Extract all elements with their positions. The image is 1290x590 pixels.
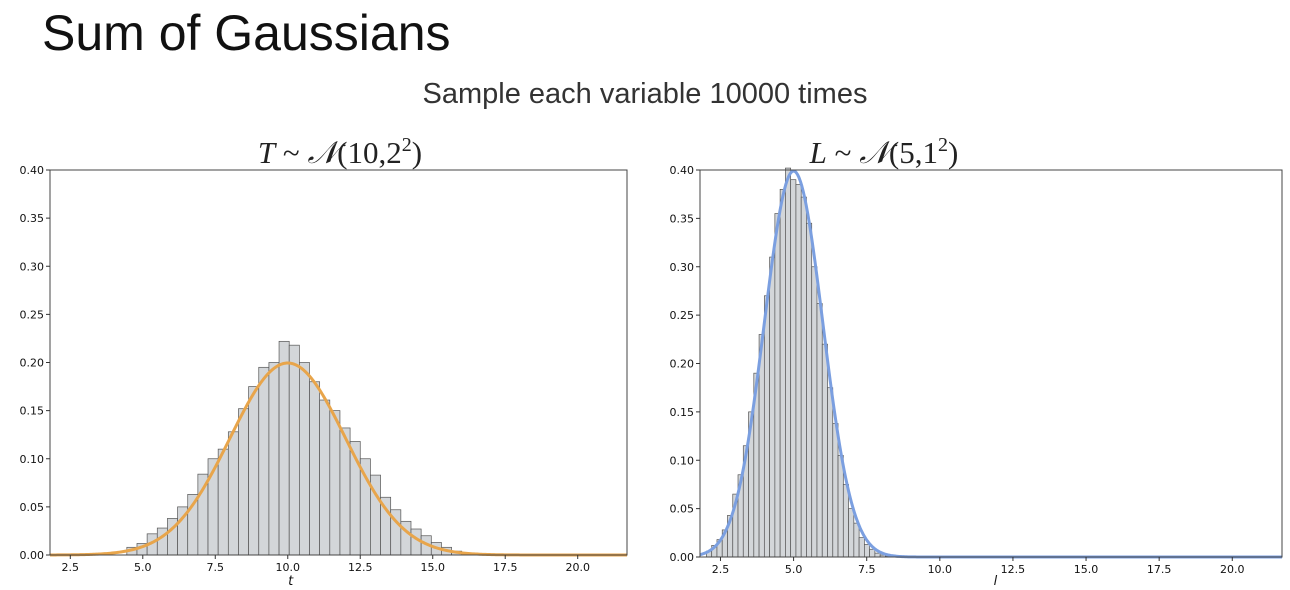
chart2-xlabel: l: [994, 574, 998, 589]
slide-subtitle: Sample each variable 10000 times: [422, 78, 868, 110]
chart1-xlabel: t: [288, 574, 294, 589]
chart1-histogram-bar: [248, 386, 260, 556]
chart1-histogram-bar: [319, 399, 331, 556]
chart2-histogram-bar: [816, 303, 823, 558]
chart1-histogram-bar: [329, 410, 341, 556]
chart2-histogram-bar: [790, 179, 797, 558]
chart2-xtick-label: 7.5: [858, 563, 876, 576]
chart1: 0.00 0.05 0.10 0.15 0.20 0.25 0.30 0.35 0.40 2.5 5…: [20, 134, 628, 589]
chart1-histogram-bar: [299, 362, 310, 556]
chart1-ytick-label: 0.40: [20, 164, 45, 177]
chart1-xtick-label: 20.0: [565, 561, 590, 574]
chart1-xtick-label: 17.5: [493, 561, 518, 574]
chart2-histogram-bar: [769, 256, 776, 558]
chart1-histogram-bar: [359, 458, 371, 556]
chart2-ytick-label: 0.40: [670, 164, 695, 177]
chart2-ytick-label: 0.00: [670, 551, 695, 564]
chart1-title: T ~ 𝒩(10,22): [258, 134, 422, 170]
chart2-xtick-label: 2.5: [712, 563, 730, 576]
chart2-histogram-bar: [774, 213, 781, 558]
chart1-xtick-label: 7.5: [207, 561, 225, 574]
chart2-histogram-bar: [795, 184, 802, 558]
chart2: 0.00 0.05 0.10 0.15 0.20 0.25 0.30 0.35 0.40 2.5 5…: [670, 134, 1283, 589]
chart2-ytick-label: 0.15: [670, 406, 695, 419]
chart1-ytick-label: 0.05: [20, 501, 45, 514]
chart2-ytick-label: 0.25: [670, 309, 695, 322]
chart2-xtick-label: 20.0: [1220, 563, 1245, 576]
chart1-ytick-label: 0.25: [20, 308, 45, 321]
chart2-xtick-label: 12.5: [1001, 563, 1026, 576]
chart2-histogram-bar: [821, 343, 828, 558]
chart1-histogram-bar: [217, 448, 229, 556]
chart2-xtick-label: 15.0: [1074, 563, 1099, 576]
chart2-histogram-bar: [779, 189, 786, 558]
chart2-histogram-bar: [864, 544, 870, 558]
chart2-ytick-label: 0.30: [670, 261, 695, 274]
chart2-title: L ~ 𝒩(5,12): [809, 134, 959, 170]
chart2-xtick-label: 17.5: [1147, 563, 1172, 576]
chart1-histogram-bar: [238, 408, 249, 556]
chart2-histogram-bar: [800, 196, 807, 558]
chart2-histogram-bar: [837, 455, 844, 558]
chart1-histogram-bar: [278, 340, 290, 556]
chart2-histogram-bar: [842, 484, 849, 558]
chart1-ytick-label: 0.20: [20, 357, 45, 370]
chart1-histogram-bar: [268, 362, 280, 556]
chart1-xtick-label: 15.0: [420, 561, 445, 574]
chart1-xtick-label: 2.5: [62, 561, 80, 574]
chart2-histogram-bar: [858, 537, 865, 558]
chart1-histogram-bar: [309, 381, 321, 556]
chart1-xtick-label: 5.0: [134, 561, 152, 574]
chart1-ytick-label: 0.10: [20, 453, 45, 466]
chart1-histogram-bar: [227, 431, 239, 556]
chart2-histogram-bar: [869, 548, 876, 558]
chart2-histogram-bar: [806, 222, 813, 558]
chart2-xtick-label: 5.0: [785, 563, 803, 576]
chart2-histogram-bar: [848, 508, 855, 558]
chart2-ytick-label: 0.05: [670, 503, 695, 516]
chart2-xtick-label: 10.0: [928, 563, 953, 576]
chart1-histogram-bar: [258, 366, 270, 556]
chart1-ytick-label: 0.30: [20, 260, 45, 273]
chart2-ytick-label: 0.20: [670, 358, 695, 371]
chart2-histogram-bar: [827, 387, 834, 558]
chart2-ytick-label: 0.35: [670, 212, 695, 225]
chart2-histogram-bar: [763, 295, 770, 558]
chart1-xtick-label: 10.0: [276, 561, 301, 574]
chart2-histogram-bar: [853, 522, 860, 558]
chart1-ytick-label: 0.00: [20, 549, 45, 562]
chart1-ytick-label: 0.35: [20, 212, 45, 225]
chart2-histogram-bar: [811, 266, 818, 558]
chart2-ytick-label: 0.10: [670, 454, 695, 467]
slide-title: Sum of Gaussians: [42, 5, 451, 61]
chart1-ytick-label: 0.15: [20, 405, 45, 418]
chart2-histogram-bar: [832, 423, 839, 558]
chart1-xtick-label: 12.5: [348, 561, 373, 574]
chart2-histogram-bar: [785, 167, 792, 558]
chart1-histogram-bar: [288, 344, 300, 556]
chart2-histogram-bar: [874, 552, 881, 558]
